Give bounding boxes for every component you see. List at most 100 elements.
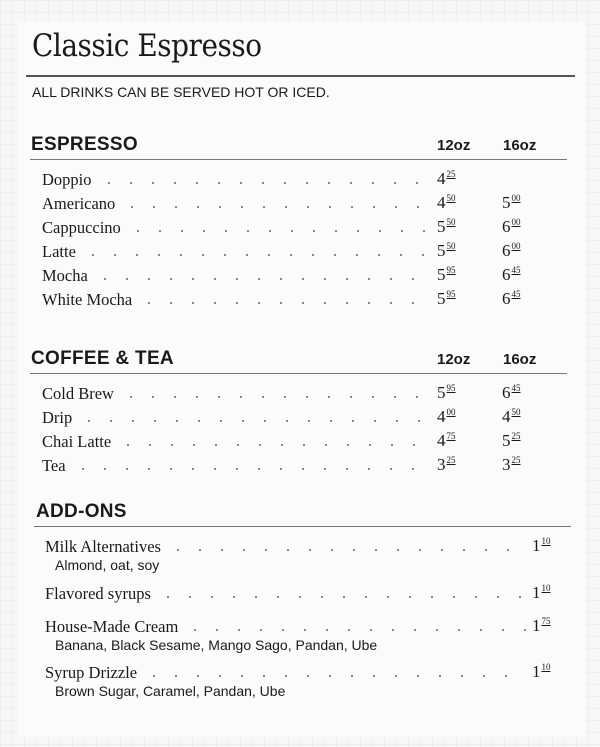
dot-leader [71, 466, 432, 472]
price-12oz: 595 [437, 383, 456, 403]
item-name: Syrup Drizzle [45, 663, 138, 682]
price-cents: 95 [446, 265, 456, 275]
addon-item: Milk Alternatives [45, 535, 527, 557]
item-name: House-Made Cream [45, 617, 179, 636]
price-12oz: 595 [437, 289, 456, 309]
price-12oz: 400 [437, 407, 456, 427]
addon-price: 110 [532, 662, 551, 682]
price-cents: 00 [511, 193, 521, 203]
price-dollars: 3 [437, 455, 446, 474]
menu-item: Cold Brew [42, 382, 432, 404]
item-name: Chai Latte [42, 432, 112, 451]
price-cents: 45 [511, 265, 521, 275]
dot-leader [143, 673, 527, 679]
price-dollars: 3 [502, 455, 511, 474]
price-dollars: 4 [502, 407, 511, 426]
section-divider [30, 373, 567, 374]
dot-leader [93, 276, 432, 282]
item-name: Mocha [42, 266, 88, 285]
menu-item: Tea [42, 454, 432, 476]
dot-leader [78, 418, 432, 424]
item-name: Cappuccino [42, 218, 121, 237]
price-dollars: 6 [502, 217, 511, 236]
price-16oz: 500 [502, 193, 521, 213]
price-dollars: 1 [532, 536, 541, 555]
price-cents: 75 [446, 431, 456, 441]
price-dollars: 1 [532, 583, 541, 602]
dot-leader [166, 547, 527, 553]
price-cents: 95 [446, 289, 456, 299]
price-cents: 10 [541, 583, 551, 593]
menu-item: Chai Latte [42, 430, 432, 452]
price-dollars: 6 [502, 289, 511, 308]
price-cents: 10 [541, 662, 551, 672]
price-cents: 25 [511, 455, 521, 465]
dot-leader [138, 300, 432, 306]
dot-leader [81, 252, 432, 258]
price-dollars: 4 [437, 169, 446, 188]
price-dollars: 4 [437, 431, 446, 450]
section-heading: ESPRESSO [31, 134, 138, 155]
dot-leader [121, 204, 432, 210]
page-title: Classic Espresso [32, 28, 262, 64]
price-16oz: 645 [502, 383, 521, 403]
menu-item: White Mocha [42, 288, 432, 310]
section-divider [34, 526, 571, 527]
price-dollars: 1 [532, 662, 541, 681]
price-cents: 45 [511, 383, 521, 393]
price-dollars: 5 [437, 241, 446, 260]
addon-price: 110 [532, 536, 551, 556]
price-12oz: 595 [437, 265, 456, 285]
addon-description: Brown Sugar, Caramel, Pandan, Ube [55, 683, 286, 699]
price-12oz: 425 [437, 169, 456, 189]
column-header-12oz: 12oz [437, 351, 471, 368]
price-dollars: 5 [437, 289, 446, 308]
price-cents: 00 [511, 241, 521, 251]
price-dollars: 5 [502, 431, 511, 450]
price-16oz: 600 [502, 241, 521, 261]
price-dollars: 6 [502, 265, 511, 284]
price-16oz: 645 [502, 289, 521, 309]
column-header-16oz: 16oz [503, 351, 537, 368]
addon-description: Banana, Black Sesame, Mango Sago, Pandan… [55, 637, 378, 653]
price-dollars: 6 [502, 383, 511, 402]
item-name: Milk Alternatives [45, 537, 161, 556]
dot-leader [126, 228, 432, 234]
price-dollars: 5 [437, 383, 446, 402]
addon-item: Flavored syrups [45, 582, 527, 604]
dot-leader [156, 594, 527, 600]
item-name: Latte [42, 242, 76, 261]
addon-item: House-Made Cream [45, 615, 527, 637]
price-dollars: 6 [502, 241, 511, 260]
section-heading: ADD-ONS [36, 501, 127, 522]
price-12oz: 550 [437, 217, 456, 237]
item-name: Americano [42, 194, 116, 213]
price-dollars: 5 [502, 193, 511, 212]
addon-price: 110 [532, 583, 551, 603]
price-cents: 50 [446, 217, 456, 227]
price-16oz: 325 [502, 455, 521, 475]
price-cents: 95 [446, 383, 456, 393]
item-name: Doppio [42, 170, 92, 189]
menu-item: Cappuccino [42, 216, 432, 238]
dot-leader [119, 394, 432, 400]
menu-panel [18, 22, 586, 737]
column-header-12oz: 12oz [437, 137, 471, 154]
price-12oz: 550 [437, 241, 456, 261]
dot-leader [97, 180, 432, 186]
dot-leader [184, 627, 527, 633]
price-cents: 75 [541, 616, 551, 626]
item-name: White Mocha [42, 290, 133, 309]
item-name: Drip [42, 408, 73, 427]
price-cents: 25 [511, 431, 521, 441]
price-dollars: 5 [437, 265, 446, 284]
item-name: Cold Brew [42, 384, 114, 403]
subtitle: ALL DRINKS CAN BE SERVED HOT OR ICED. [32, 84, 330, 100]
price-12oz: 325 [437, 455, 456, 475]
addon-item: Syrup Drizzle [45, 661, 527, 683]
price-16oz: 645 [502, 265, 521, 285]
price-cents: 45 [511, 289, 521, 299]
price-12oz: 475 [437, 431, 456, 451]
price-16oz: 525 [502, 431, 521, 451]
price-12oz: 450 [437, 193, 456, 213]
